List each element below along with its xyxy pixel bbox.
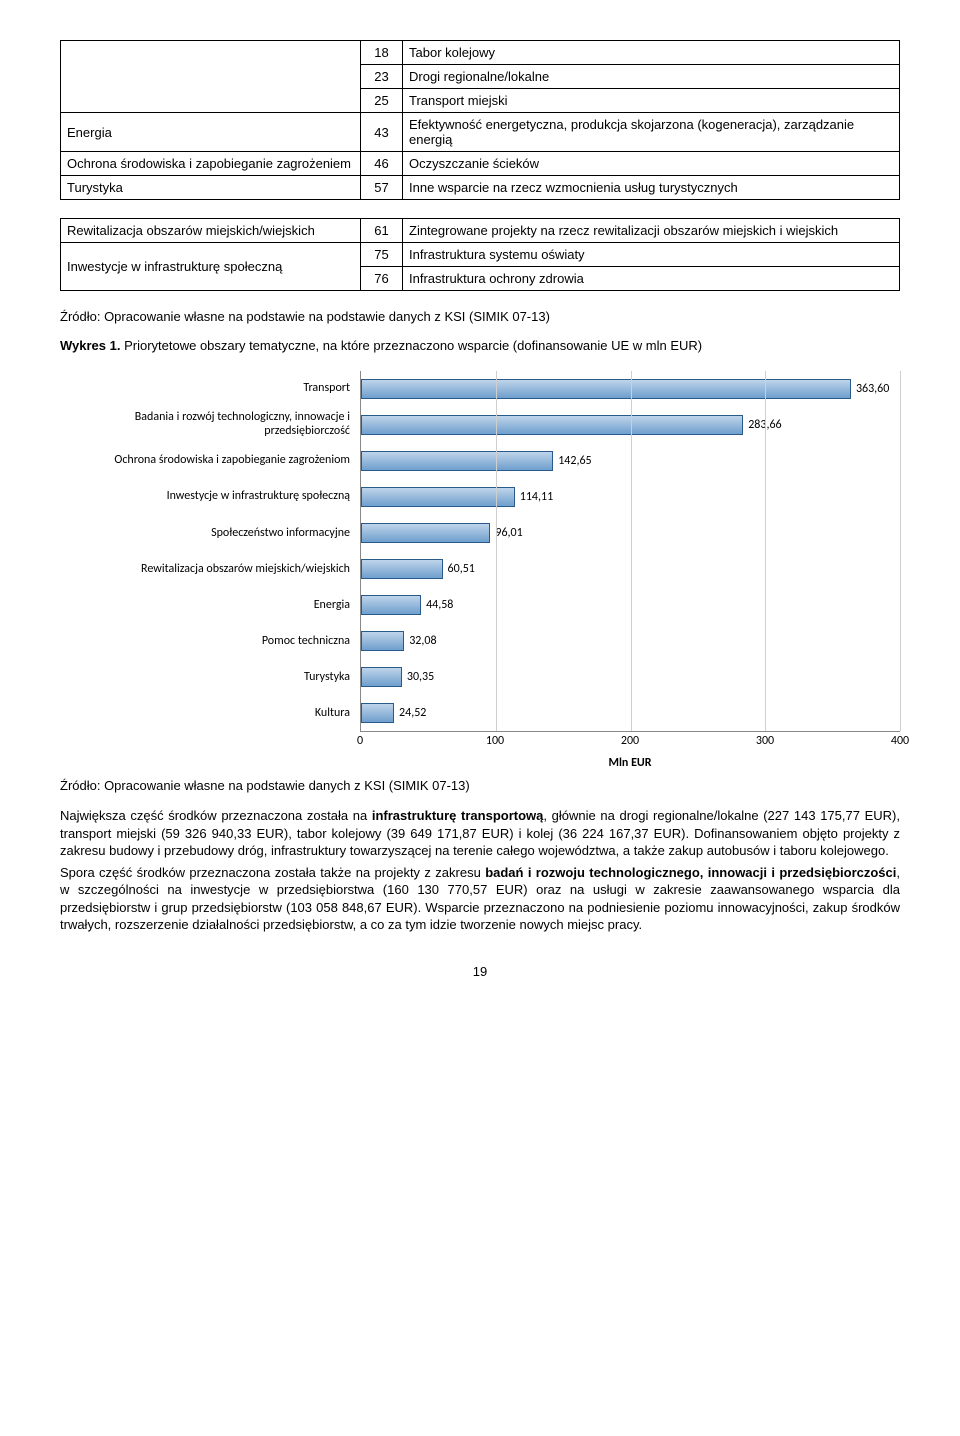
chart-bar: 32,08 — [361, 631, 404, 651]
chart-category-label: Badania i rozwój technologiczny, innowac… — [60, 407, 350, 443]
chart-bar-value: 30,35 — [401, 670, 434, 684]
chart-x-tick: 0 — [357, 734, 363, 748]
chart-bar-value: 283,66 — [742, 418, 781, 432]
chart-bar: 24,52 — [361, 703, 394, 723]
chart-bar: 60,51 — [361, 559, 443, 579]
chart-bar: 363,60 — [361, 379, 851, 399]
table-upper: 18 Tabor kolejowy 23 Drogi regionalne/lo… — [60, 40, 900, 200]
table-row: 18 Tabor kolejowy — [61, 41, 900, 65]
source-line-1: Źródło: Opracowanie własne na podstawie … — [60, 309, 900, 324]
page-number: 19 — [60, 964, 900, 979]
chart-x-tick: 100 — [486, 734, 504, 748]
chart-category-label: Transport — [60, 371, 350, 407]
chart-category-label: Ochrona środowiska i zapobieganie zagroż… — [60, 443, 350, 479]
chart-bar-value: 60,51 — [442, 562, 475, 576]
chart-bar: 44,58 — [361, 595, 421, 615]
chart-category-label: Energia — [60, 588, 350, 624]
body-paragraphs: Największa część środków przeznaczona zo… — [60, 807, 900, 934]
chart-category-label: Rewitalizacja obszarów miejskich/wiejski… — [60, 552, 350, 588]
chart-bar: 114,11 — [361, 487, 515, 507]
table-row: Ochrona środowiska i zapobieganie zagroż… — [61, 152, 900, 176]
chart-bar-value: 363,60 — [850, 382, 889, 396]
chart-bar: 96,01 — [361, 523, 490, 543]
chart-bar-value: 142,65 — [552, 454, 591, 468]
table-row: Inwestycje w infrastrukturę społeczną 75… — [61, 243, 900, 267]
cell-num: 18 — [361, 41, 403, 65]
chart-bar-value: 24,52 — [393, 706, 426, 720]
table-row: Energia 43 Efektywność energetyczna, pro… — [61, 113, 900, 152]
chart-plot-area: 363,60 283,66 142,65 114,11 96,01 60,51 44,58 3… — [360, 371, 900, 732]
chart-x-tick: 400 — [891, 734, 909, 748]
chart-category-label: Inwestycje w infrastrukturę społeczną — [60, 479, 350, 515]
chart-bar: 30,35 — [361, 667, 402, 687]
chart-category-label: Pomoc techniczna — [60, 624, 350, 660]
chart-bar-value: 96,01 — [489, 526, 522, 540]
chart-title-bold: Wykres 1. — [60, 338, 120, 353]
source-line-2: Źródło: Opracowanie własne na podstawie … — [60, 778, 900, 793]
chart-category-label: Społeczeństwo informacyjne — [60, 515, 350, 551]
chart-bar-value: 32,08 — [403, 634, 436, 648]
chart-x-axis-label: Mln EUR — [360, 756, 900, 770]
chart-bar-value: 44,58 — [420, 598, 453, 612]
chart-category-label: Kultura — [60, 696, 350, 732]
table-row: Turystyka 57 Inne wsparcie na rzecz wzmo… — [61, 176, 900, 200]
chart-x-tick: 200 — [621, 734, 639, 748]
chart-category-label: Turystyka — [60, 660, 350, 696]
table-lower: Rewitalizacja obszarów miejskich/wiejski… — [60, 218, 900, 291]
paragraph-1: Największa część środków przeznaczona zo… — [60, 807, 900, 860]
chart-title-rest: Priorytetowe obszary tematyczne, na któr… — [120, 338, 702, 353]
cell-desc: Tabor kolejowy — [403, 41, 900, 65]
chart-x-tick: 300 — [756, 734, 774, 748]
chart-bar: 283,66 — [361, 415, 743, 435]
chart-y-labels: TransportBadania i rozwój technologiczny… — [60, 371, 360, 732]
paragraph-2: Spora część środków przeznaczona została… — [60, 864, 900, 934]
chart-x-ticks: 0100200300400 — [360, 734, 900, 752]
bar-chart: TransportBadania i rozwój technologiczny… — [60, 371, 900, 770]
chart-bar-value: 114,11 — [514, 490, 553, 504]
table-row: Rewitalizacja obszarów miejskich/wiejski… — [61, 219, 900, 243]
chart-bar: 142,65 — [361, 451, 553, 471]
chart-title: Wykres 1. Priorytetowe obszary tematyczn… — [60, 338, 900, 353]
